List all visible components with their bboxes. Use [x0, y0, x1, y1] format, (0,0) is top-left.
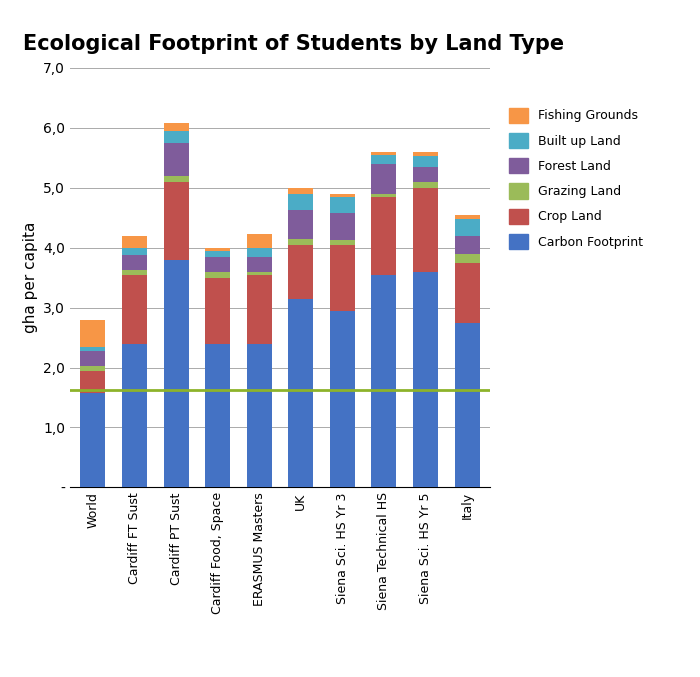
Bar: [246, 275, 272, 343]
Bar: [205, 343, 230, 487]
Bar: [372, 152, 396, 154]
Bar: [205, 250, 230, 257]
Bar: [330, 196, 355, 213]
Bar: [413, 167, 438, 181]
Bar: [80, 393, 105, 487]
Bar: [80, 370, 105, 393]
Bar: [246, 234, 272, 248]
Bar: [413, 181, 438, 188]
Bar: [372, 194, 396, 196]
Bar: [330, 240, 355, 244]
Bar: [413, 152, 438, 156]
Bar: [288, 194, 314, 210]
Bar: [164, 123, 188, 131]
Bar: [455, 263, 480, 322]
Bar: [288, 299, 314, 487]
Bar: [164, 175, 188, 181]
Bar: [330, 194, 355, 196]
Y-axis label: gha per capita: gha per capita: [22, 222, 38, 333]
Bar: [455, 322, 480, 487]
Bar: [246, 257, 272, 271]
Bar: [246, 343, 272, 487]
Bar: [164, 259, 188, 487]
Bar: [288, 244, 314, 299]
Bar: [413, 156, 438, 167]
Bar: [413, 188, 438, 271]
Bar: [413, 271, 438, 487]
Bar: [205, 271, 230, 278]
Bar: [330, 311, 355, 487]
Bar: [455, 254, 480, 263]
Bar: [372, 275, 396, 487]
Bar: [122, 255, 147, 270]
Bar: [122, 343, 147, 487]
Bar: [80, 366, 105, 370]
Bar: [80, 347, 105, 351]
Bar: [288, 188, 314, 194]
Bar: [372, 196, 396, 275]
Bar: [372, 164, 396, 194]
Bar: [330, 213, 355, 240]
Bar: [288, 210, 314, 238]
Bar: [122, 248, 147, 255]
Bar: [330, 244, 355, 311]
Bar: [372, 154, 396, 164]
Bar: [164, 131, 188, 143]
Bar: [246, 248, 272, 257]
Bar: [205, 248, 230, 250]
Bar: [164, 181, 188, 259]
Legend: Fishing Grounds, Built up Land, Forest Land, Grazing Land, Crop Land, Carbon Foo: Fishing Grounds, Built up Land, Forest L…: [509, 108, 643, 249]
Bar: [205, 257, 230, 271]
Bar: [288, 238, 314, 244]
Bar: [80, 351, 105, 366]
Bar: [164, 143, 188, 175]
Bar: [455, 219, 480, 236]
Text: Ecological Footprint of Students by Land Type: Ecological Footprint of Students by Land…: [23, 34, 565, 54]
Bar: [455, 215, 480, 219]
Bar: [122, 236, 147, 248]
Bar: [205, 278, 230, 343]
Bar: [246, 271, 272, 275]
Bar: [455, 236, 480, 254]
Bar: [80, 320, 105, 347]
Bar: [122, 270, 147, 275]
Bar: [122, 275, 147, 343]
